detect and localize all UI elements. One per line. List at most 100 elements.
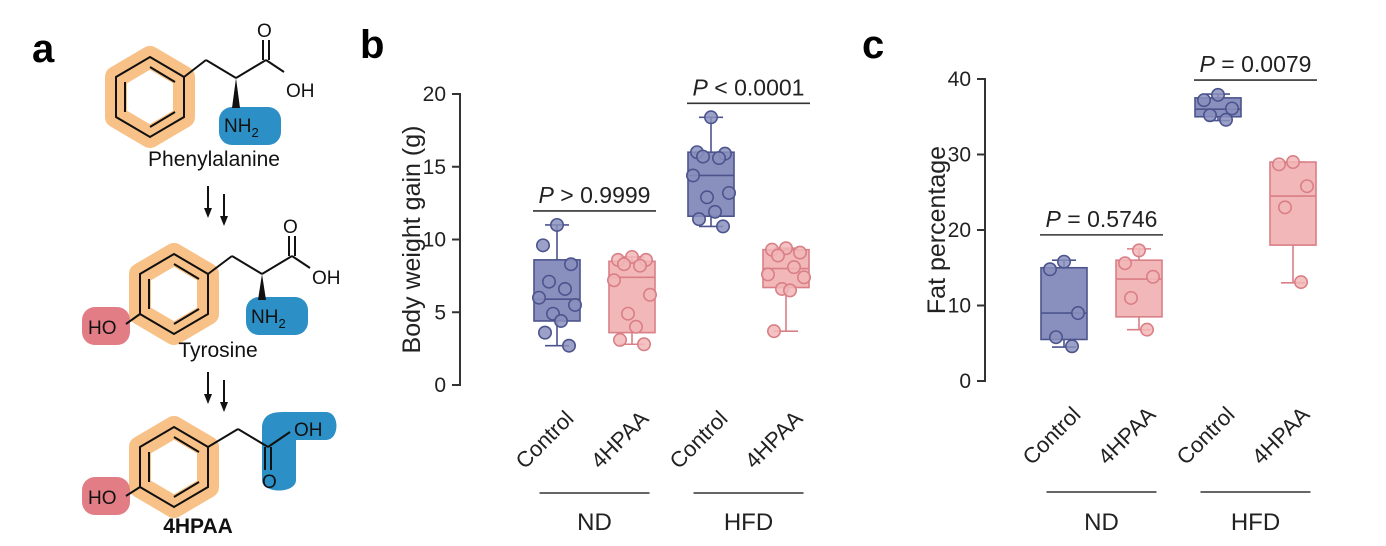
atom-label-ho: HO (88, 488, 117, 509)
atom-label-oh: OH (286, 81, 315, 102)
wedge-bond (232, 78, 240, 108)
hydroxyl-highlight (82, 477, 130, 515)
data-point (721, 185, 736, 200)
data-point (1049, 330, 1064, 345)
atom-label-oh: OH (312, 268, 341, 289)
amine-highlight (219, 107, 281, 145)
pathway-diagram: O OH NH2 Phenylalanine (82, 21, 341, 538)
data-point (1140, 322, 1155, 337)
data-point (782, 283, 797, 298)
data-point (541, 274, 556, 289)
data-point (561, 338, 576, 353)
wedge-bond (258, 274, 266, 300)
box-control-hfd (1194, 87, 1242, 127)
data-point (1203, 108, 1218, 123)
atom-label-oh: OH (294, 420, 323, 441)
group-label: HFD (1231, 509, 1280, 536)
panel-label-a: a (32, 27, 55, 71)
data-point (553, 313, 568, 328)
pathway-arrows-1 (204, 186, 228, 226)
benzene-highlight (105, 46, 195, 148)
data-point (1225, 101, 1240, 116)
data-point (1300, 179, 1315, 194)
data-point (685, 168, 700, 183)
y-axis-label: Body weight gain (g) (398, 126, 426, 354)
molecule-name-4hpaa: 4HPAA (163, 515, 233, 538)
data-point (1146, 269, 1161, 284)
data-point (766, 324, 781, 339)
data-point (1278, 200, 1293, 215)
carboxyl-highlight (262, 412, 337, 491)
atom-label-nh2: NH2 (251, 307, 286, 331)
x-category-label: 4HPAA (1247, 402, 1315, 470)
group-label: ND (577, 509, 612, 536)
data-point (531, 290, 546, 305)
data-point (616, 257, 631, 272)
y-tick-label: 20 (948, 219, 971, 242)
data-point (1219, 112, 1234, 127)
data-point (796, 270, 811, 285)
x-category-label: Control (665, 406, 733, 474)
y-tick-label: 10 (948, 295, 971, 318)
data-point (557, 281, 572, 296)
data-point (1211, 87, 1226, 102)
data-point (642, 287, 657, 302)
data-point (549, 217, 564, 232)
box-iqr (687, 151, 735, 218)
p-value-label: P < 0.0001 (693, 74, 805, 100)
box-iqr (1269, 161, 1317, 246)
y-tick-label: 0 (959, 370, 971, 393)
atom-label-nh2: NH2 (224, 116, 259, 140)
data-point (707, 204, 722, 219)
panel-label-c: c (862, 23, 884, 67)
y-axis-label: Fat percentage (923, 146, 951, 314)
data-point (567, 297, 582, 312)
data-point (606, 273, 621, 288)
x-category-label: Control (1018, 402, 1086, 470)
box-control-nd (531, 217, 582, 353)
y-tick-label: 10 (423, 229, 446, 252)
p-value-label: P = 0.0079 (1200, 51, 1312, 77)
data-point (1294, 275, 1309, 290)
box-4hpaa-nd (606, 249, 657, 352)
atom-label-o: O (283, 217, 298, 238)
data-point (770, 248, 785, 263)
data-point (1118, 256, 1133, 271)
data-point (703, 110, 718, 125)
data-point (1065, 339, 1080, 354)
data-point (695, 149, 710, 164)
group-label: HFD (724, 509, 773, 536)
group-label: ND (1084, 509, 1119, 536)
y-tick-label: 30 (948, 144, 971, 167)
y-tick-label: 5 (434, 301, 446, 324)
data-point (537, 325, 552, 340)
data-point (792, 245, 807, 260)
data-point (535, 238, 550, 253)
x-category-label: Control (511, 406, 579, 474)
y-tick-label: 20 (423, 83, 446, 106)
data-point (760, 267, 775, 282)
data-point (1197, 93, 1212, 108)
panel-label-b: b (360, 23, 384, 67)
box-4hpaa-hfd (1269, 155, 1317, 290)
box-iqr (1040, 266, 1088, 341)
pathway-arrows-2 (204, 372, 228, 412)
data-point (628, 319, 643, 334)
tyrosine-molecule: O OH HO NH2 Tyrosine (82, 217, 341, 362)
data-point (1043, 262, 1058, 277)
data-point (1272, 157, 1287, 172)
x-category-label: 4HPAA (740, 406, 808, 474)
p-value-label: P > 0.9999 (539, 182, 651, 208)
molecule-name-phenylalanine: Phenylalanine (148, 148, 280, 171)
box-control-nd (1040, 254, 1088, 354)
hydroxyl-highlight (82, 307, 130, 345)
data-point (1071, 306, 1086, 321)
benzene-highlight (129, 416, 219, 518)
y-tick-label: 15 (423, 156, 446, 179)
y-tick-label: 40 (948, 68, 971, 91)
y-tick-label: 0 (434, 374, 446, 397)
atom-label-ho: HO (88, 318, 117, 339)
box-control-hfd (685, 110, 736, 234)
